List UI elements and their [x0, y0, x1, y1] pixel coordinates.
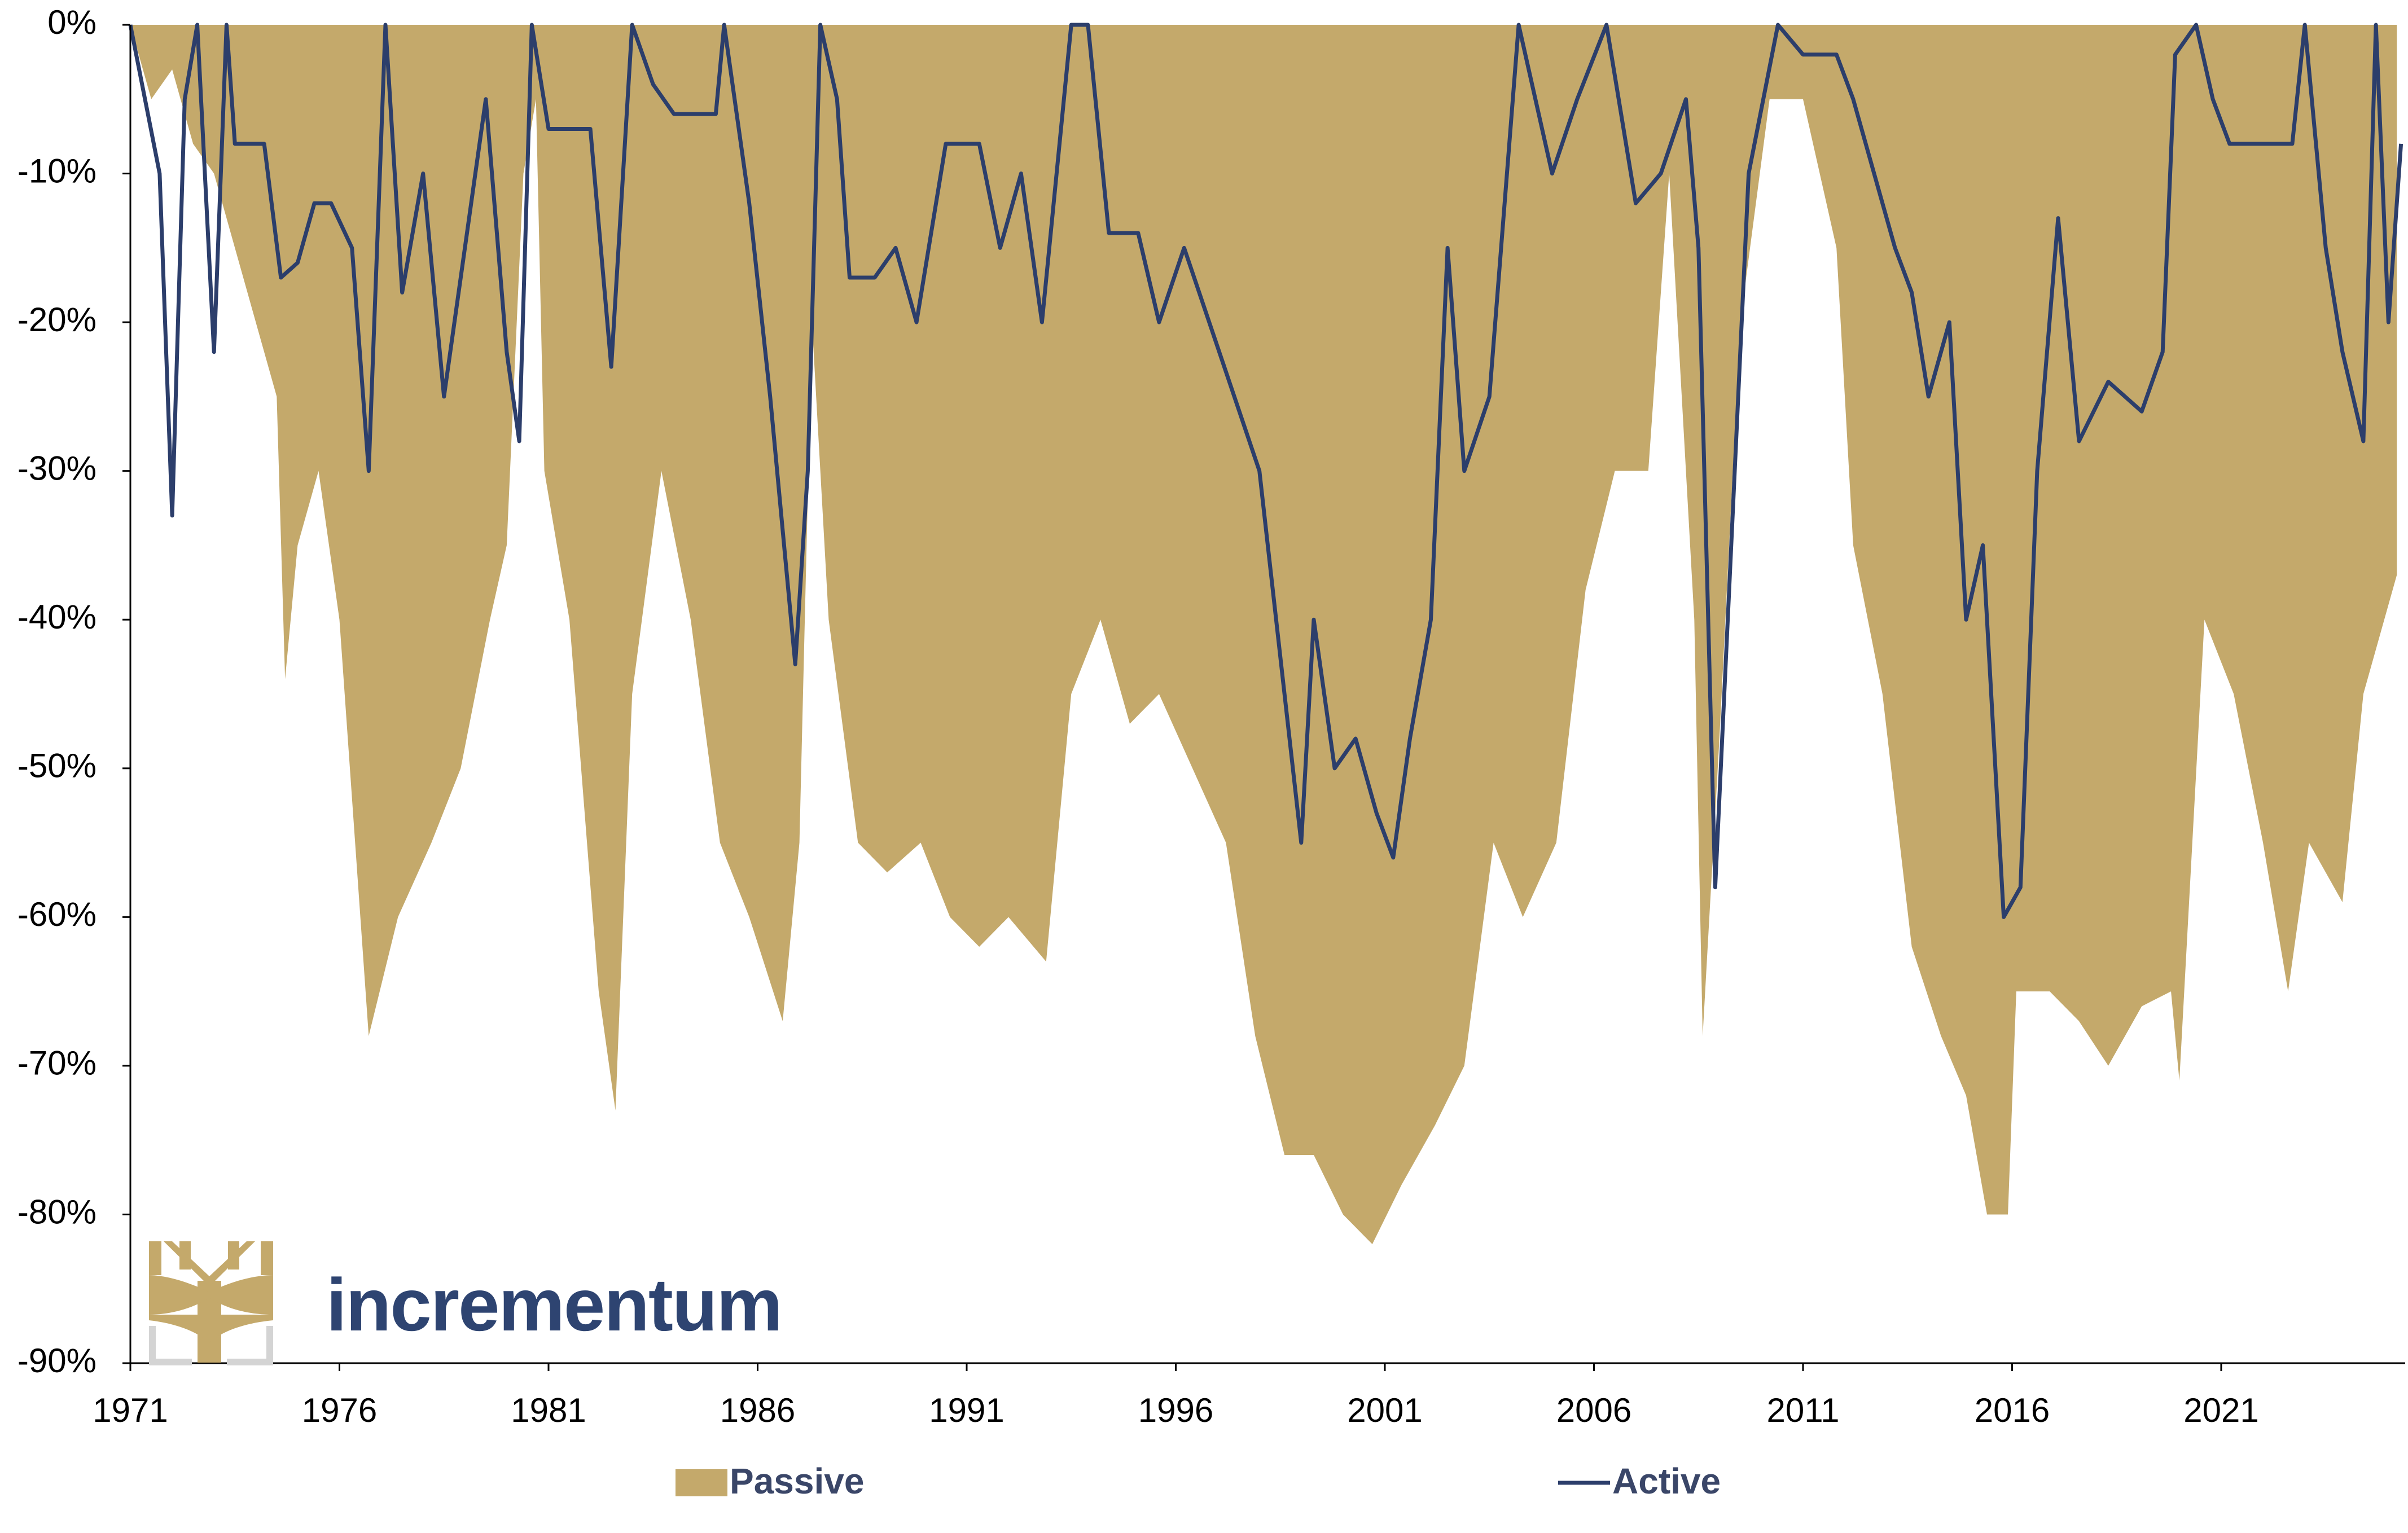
y-tick-label: -70% — [17, 1044, 97, 1082]
y-tick-label: -20% — [17, 301, 97, 339]
logo: incrementum — [149, 1241, 783, 1365]
line — [128, 23, 2403, 919]
y-tick-label: -30% — [17, 450, 97, 487]
legend-swatch — [676, 1469, 727, 1496]
x-tick-label: 2011 — [1766, 1391, 1839, 1429]
x-tick-label: 1976 — [302, 1391, 377, 1429]
y-tick-label: -50% — [17, 747, 97, 785]
plot-area: 0% -10% -20% -30% -40% -50% -60% -70% -80% -90% 19… — [17, 3, 2405, 1429]
legend: Passive Active — [676, 1461, 1721, 1501]
x-tick-label: 2006 — [1556, 1391, 1631, 1429]
logo-frame — [149, 1326, 273, 1365]
y-tick-label: -40% — [17, 598, 97, 636]
x-tick-label: 1981 — [511, 1391, 586, 1429]
logo-icon — [149, 1241, 273, 1363]
x-tick-label: 1991 — [929, 1391, 1004, 1429]
x-tick-label: 2016 — [1975, 1391, 2050, 1429]
y-tick-label: -90% — [17, 1342, 97, 1380]
x-tick-label: 2001 — [1347, 1391, 1422, 1429]
x-tick-label: 1971 — [93, 1391, 168, 1429]
y-tick-label: 0% — [47, 3, 97, 41]
legend-label: Active — [1612, 1461, 1721, 1501]
x-tick-label: 1996 — [1138, 1391, 1213, 1429]
area — [130, 25, 2397, 1245]
x-tick-label: 2021 — [2183, 1391, 2258, 1429]
logo-text: incrementum — [326, 1263, 782, 1346]
y-tick-label: -60% — [17, 895, 97, 933]
y-tick-label: -10% — [17, 152, 97, 190]
x-tick-label: 1986 — [720, 1391, 795, 1429]
legend-label: Passive — [730, 1461, 864, 1501]
y-tick-label: -80% — [17, 1193, 97, 1231]
